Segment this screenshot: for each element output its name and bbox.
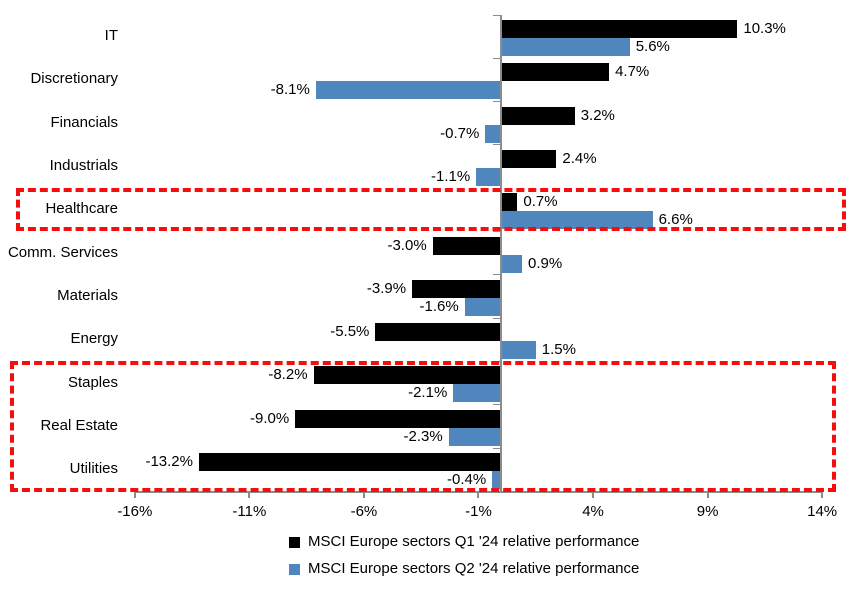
bar-q1 [313, 366, 502, 385]
category-axis-tick [493, 231, 502, 232]
x-tick-label: 14% [807, 503, 838, 520]
category-axis-tick [493, 274, 502, 276]
healthcare-highlight [16, 187, 846, 231]
x-axis-tick [592, 490, 595, 498]
bar-q2 [492, 471, 502, 489]
value-label: 5.6% [635, 38, 670, 55]
category-axis-tick [493, 187, 502, 189]
category-label: Discretionary [30, 70, 118, 88]
value-label: -1.1% [431, 167, 471, 185]
bar-q1 [501, 106, 575, 125]
bar-q2 [464, 297, 502, 316]
category-label: Real Estate [40, 416, 118, 434]
category-label: Financials [50, 113, 118, 131]
value-label: 4.7% [615, 63, 650, 81]
x-axis-tick [477, 490, 480, 498]
bar-q2 [501, 341, 536, 360]
bar-q1 [432, 236, 502, 255]
legend: MSCI Europe sectors Q1 '24 relative perf… [289, 532, 639, 579]
bar-q1 [501, 20, 738, 38]
value-label: -0.4% [447, 471, 487, 488]
bar-q1 [295, 409, 502, 428]
category-axis-tick [493, 317, 502, 319]
category-axis-line [500, 14, 503, 491]
bar-q2 [485, 124, 502, 143]
value-label: 0.9% [528, 254, 563, 272]
bar-q2 [501, 38, 630, 56]
category-label: Healthcare [45, 200, 118, 218]
x-tick-label: -16% [117, 503, 153, 520]
category-axis-tick [493, 360, 502, 362]
value-label: 6.6% [658, 211, 693, 229]
category-axis-tick [493, 447, 502, 449]
value-label: -0.7% [440, 124, 480, 142]
value-label: 1.5% [541, 341, 576, 359]
x-tick-label: 4% [582, 503, 604, 520]
bar-q1 [198, 453, 502, 471]
value-label: -5.5% [330, 323, 370, 341]
x-tick-label: -1% [465, 503, 492, 520]
value-label: -9.0% [250, 409, 290, 427]
category-axis-tick [493, 57, 502, 59]
bar-q1 [501, 63, 610, 82]
value-label: -8.1% [270, 81, 310, 99]
bar-q2 [476, 167, 502, 186]
bar-q2 [448, 427, 502, 446]
category-label: Comm. Services [7, 243, 118, 261]
legend-label-q2: MSCI Europe sectors Q2 '24 relative perf… [308, 560, 640, 577]
value-label: -2.3% [403, 427, 443, 445]
legend-swatch-q1-icon [289, 536, 300, 548]
value-label: -1.6% [419, 297, 459, 315]
x-tick-label: -11% [232, 503, 267, 520]
x-axis-tick [821, 490, 824, 498]
value-label: -2.1% [408, 384, 448, 402]
category-label: Materials [57, 286, 118, 304]
x-axis-tick [248, 490, 251, 498]
category-axis-tick [493, 404, 502, 406]
bar-q1 [412, 279, 502, 298]
value-label: -3.9% [366, 279, 407, 297]
bar-q2 [501, 254, 522, 273]
value-label: 0.7% [523, 193, 558, 211]
category-label: Industrials [49, 157, 118, 175]
legend-item-q1: MSCI Europe sectors Q1 '24 relative perf… [289, 532, 639, 552]
value-label: 2.4% [562, 149, 597, 167]
value-label: 10.3% [743, 20, 786, 37]
bar-q1 [501, 149, 557, 168]
x-axis-tick [362, 490, 365, 498]
category-axis-tick [493, 101, 502, 103]
bar-q1 [501, 193, 518, 212]
legend-item-q2: MSCI Europe sectors Q2 '24 relative perf… [289, 559, 639, 579]
x-tick-label: -6% [350, 503, 378, 520]
category-axis-tick [493, 144, 502, 146]
value-label: -8.2% [268, 366, 308, 384]
bar-q2 [453, 384, 502, 403]
category-label: Energy [70, 330, 118, 348]
value-label: 3.2% [580, 106, 615, 124]
x-axis-tick [706, 490, 709, 498]
value-label: -13.2% [145, 453, 193, 470]
bar-q1 [375, 323, 502, 342]
x-tick-label: 9% [696, 503, 719, 520]
x-axis-tick [133, 490, 136, 498]
legend-label-q1: MSCI Europe sectors Q1 '24 relative perf… [308, 533, 640, 550]
category-label: IT [104, 27, 118, 45]
category-axis-tick [493, 14, 502, 16]
value-label: -3.0% [387, 236, 427, 254]
category-label: Staples [67, 373, 118, 391]
category-label: Utilities [69, 460, 118, 478]
legend-swatch-q2-icon [289, 563, 300, 575]
bar-q2 [501, 211, 653, 230]
bar-q2 [315, 81, 502, 100]
